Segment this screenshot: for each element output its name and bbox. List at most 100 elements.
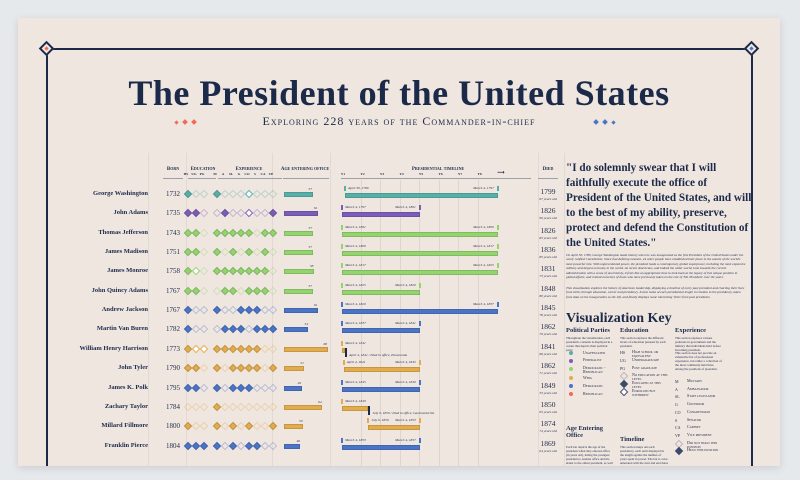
education-diamond-icon — [199, 209, 209, 218]
president-name: George Washington — [93, 190, 148, 197]
key-experience-desc-2: This section does not provide an exhaust… — [675, 351, 722, 371]
page-title: The President of the United States — [128, 73, 670, 113]
education-diamond-icon — [199, 363, 209, 373]
age-bar — [284, 424, 304, 430]
age-bar — [284, 308, 318, 314]
experience-diamond-icon — [220, 209, 230, 218]
term-end-marker — [419, 437, 422, 443]
education-diamond-icon — [191, 325, 201, 334]
intro-paragraph-2: This visualization explores the history … — [566, 286, 745, 299]
column-divider — [148, 153, 149, 466]
president-name: Martin Van Buren — [96, 325, 148, 333]
died-age: 53 years old — [539, 390, 557, 395]
age-bar — [284, 385, 302, 391]
education-label: High school or equivalent — [632, 349, 659, 358]
age-label: 68 — [323, 341, 328, 346]
term-start-label: March 4, 1797 — [345, 205, 366, 210]
born-year: 1800 — [166, 422, 180, 431]
education-diamond-icon — [199, 267, 209, 276]
term-end-label: March 4, 1825 — [473, 263, 494, 268]
age-bar — [284, 269, 314, 275]
term-start-label: March 4, 1849 — [345, 398, 366, 403]
age-label: 58 — [309, 264, 314, 269]
died-year: 1849 — [540, 380, 556, 390]
term-bar — [342, 212, 421, 218]
experience-col-label: G — [237, 172, 241, 176]
term-bar — [342, 405, 369, 411]
death-note: July 9, 1850 / Died in office, Gastroent… — [372, 410, 435, 415]
died-age: 73 years old — [539, 274, 557, 279]
term-end-marker — [419, 321, 422, 327]
experience-diamond-icon — [236, 325, 246, 334]
education-diamond-icon — [191, 267, 201, 276]
key-education-title: Education — [620, 327, 649, 334]
education-label: Undergraduate — [632, 356, 660, 362]
education-diamond-icon — [199, 286, 209, 295]
death-note: April 4, 1841 / Died in office, Pneumoni… — [349, 352, 408, 357]
term-bar — [342, 251, 499, 257]
term-end-label: March 4, 1841 — [395, 321, 416, 326]
term-end-label: March 4, 1845 — [395, 360, 416, 365]
experience-diamond-icon — [220, 325, 230, 334]
experience-abbr: A — [675, 386, 678, 392]
term-bar — [342, 347, 346, 353]
term-end-marker — [419, 282, 422, 288]
died-age: 79 years old — [539, 332, 557, 337]
experience-diamond-icon — [236, 267, 246, 276]
age-bar — [284, 327, 309, 333]
header-rule — [283, 178, 329, 179]
timeline-col-label: Y4 — [399, 172, 404, 176]
age-label: 57 — [308, 187, 313, 191]
timeline-gridline — [438, 180, 440, 466]
experience-diamond-icon — [268, 363, 278, 373]
born-year: 1758 — [166, 267, 180, 276]
experience-diamond-icon — [268, 421, 278, 431]
born-year: 1751 — [166, 248, 180, 257]
experience-col-label: SL — [228, 172, 234, 176]
education-diamond-icon — [199, 421, 209, 431]
term-end-label: March 4, 1829 — [395, 282, 416, 287]
education-label: No education at this level — [632, 372, 668, 382]
header-timeline: Presidential timeline — [411, 167, 465, 172]
term-start-marker — [341, 437, 344, 443]
died-age: 71 years old — [539, 371, 557, 376]
term-end-label: March 4, 1817 — [473, 244, 494, 249]
timeline-col-label: Y8 — [477, 172, 482, 176]
experience-abbr: S — [675, 417, 678, 423]
party-label: Unaffiliated — [583, 349, 606, 355]
column-divider — [272, 153, 273, 466]
experience-abbr: VP — [675, 432, 681, 438]
experience-diamond-icon — [268, 325, 278, 334]
experience-diamond-icon — [252, 325, 262, 334]
experience-diamond-icon — [268, 441, 278, 450]
party-label: Republican — [583, 390, 603, 396]
president-name: John Quincy Adams — [91, 286, 148, 294]
term-end-marker — [419, 360, 422, 366]
timeline-gridline — [360, 180, 362, 466]
died-in-office-marker — [368, 405, 371, 415]
experience-label: Cabinet — [687, 424, 701, 430]
died-age: 83 years old — [539, 235, 557, 240]
term-start-label: March 4, 1809 — [345, 244, 366, 249]
president-name: James Madison — [104, 248, 148, 256]
age-label: 51 — [300, 361, 304, 366]
experience-diamond-icon — [268, 402, 278, 412]
term-bar — [342, 270, 499, 276]
oath-quote: "I do solemnly swear that I will faithfu… — [566, 162, 752, 249]
experience-label: Military — [687, 378, 703, 383]
page-subtitle: Exploring 228 years of the Commander-in-… — [262, 114, 536, 128]
born-year: 1732 — [166, 190, 180, 198]
term-start-marker — [344, 186, 347, 191]
term-start-label: March 4, 1853 — [345, 437, 366, 442]
born-year: 1782 — [166, 325, 180, 334]
died-age: 85 years old — [539, 255, 557, 260]
died-year: 1826 — [540, 225, 556, 235]
term-end-label: March 4, 1849 — [395, 379, 416, 384]
died-age: 90 years old — [539, 216, 557, 221]
key-age-desc: Each bar depicts the age of the presiden… — [566, 445, 613, 466]
header-died: Died — [542, 167, 554, 172]
party-label: Federalist — [583, 357, 602, 363]
president-name: John Tyler — [118, 364, 148, 372]
experience-diamond-icon — [268, 209, 278, 218]
experience-label: Congressman — [687, 408, 711, 414]
